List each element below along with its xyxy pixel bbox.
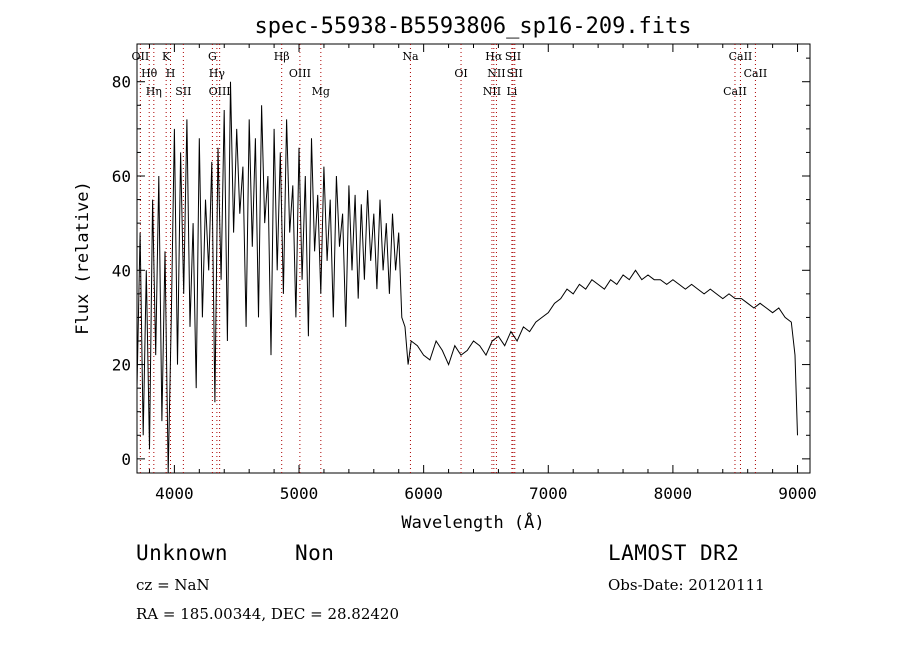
obs-date-label: Obs-Date: 20120111 bbox=[608, 576, 765, 594]
line-label-oii: OII bbox=[132, 50, 150, 63]
line-label-hα: Hα bbox=[485, 50, 503, 63]
axis-ticks bbox=[137, 44, 810, 473]
x-tick-label: 4000 bbox=[155, 484, 194, 503]
y-tick-label: 40 bbox=[112, 261, 131, 280]
y-tick-label: 20 bbox=[112, 356, 131, 375]
y-axis-label: Flux (relative) bbox=[73, 181, 93, 335]
line-label-oiii: OIII bbox=[289, 67, 311, 80]
emission-line-labels: OIIHθHηKHSIIGHγOIIIHβOIIIMgNaOINIIHαNIIL… bbox=[132, 50, 768, 98]
line-label-hθ: Hθ bbox=[141, 67, 158, 80]
line-label-k: K bbox=[162, 50, 171, 63]
y-tick-label: 80 bbox=[112, 73, 131, 92]
line-label-caii: CaII bbox=[744, 67, 768, 80]
classification-label: Unknown bbox=[136, 541, 229, 565]
line-label-oi: OI bbox=[454, 67, 467, 80]
spectrum-series-line bbox=[136, 81, 798, 474]
redshift-label: cz = NaN bbox=[136, 576, 210, 594]
coordinates-label: RA = 185.00344, DEC = 28.82420 bbox=[136, 605, 400, 623]
subclass-label: Non bbox=[295, 541, 335, 565]
x-tick-label: 6000 bbox=[404, 484, 443, 503]
line-label-sii: SII bbox=[507, 67, 523, 80]
line-label-hγ: Hγ bbox=[209, 67, 226, 80]
line-label-hη: Hη bbox=[146, 85, 162, 98]
line-label-oiii: OIII bbox=[209, 85, 231, 98]
plot-frame bbox=[136, 43, 811, 474]
survey-label: LAMOST DR2 bbox=[608, 541, 740, 565]
emission-line-markers bbox=[139, 44, 756, 473]
line-label-caii: CaII bbox=[723, 85, 747, 98]
x-axis-label: Wavelength (Å) bbox=[401, 511, 544, 533]
line-label-sii: SII bbox=[175, 85, 191, 98]
line-label-na: Na bbox=[402, 50, 419, 63]
line-label-caii: CaII bbox=[729, 50, 753, 63]
line-label-mg: Mg bbox=[312, 85, 330, 98]
line-label-hβ: Hβ bbox=[274, 50, 290, 63]
y-tick-label: 60 bbox=[112, 167, 131, 186]
line-label-g: G bbox=[208, 50, 217, 63]
line-label-sii: SII bbox=[505, 50, 521, 63]
line-label-nii: NII bbox=[487, 67, 505, 80]
x-tick-label: 5000 bbox=[280, 484, 319, 503]
y-tick-label: 0 bbox=[121, 450, 131, 469]
chart-title: spec-55938-B5593806_sp16-209.fits bbox=[254, 14, 691, 39]
line-label-nii: NII bbox=[483, 85, 501, 98]
x-tick-label: 9000 bbox=[778, 484, 817, 503]
axis-tick-labels: 4000 5000 6000 7000 8000 9000 0 20 40 60 80 bbox=[112, 73, 817, 503]
x-tick-label: 8000 bbox=[654, 484, 693, 503]
line-label-li: Li bbox=[506, 85, 517, 98]
x-tick-label: 7000 bbox=[529, 484, 568, 503]
line-label-h: H bbox=[166, 67, 176, 80]
